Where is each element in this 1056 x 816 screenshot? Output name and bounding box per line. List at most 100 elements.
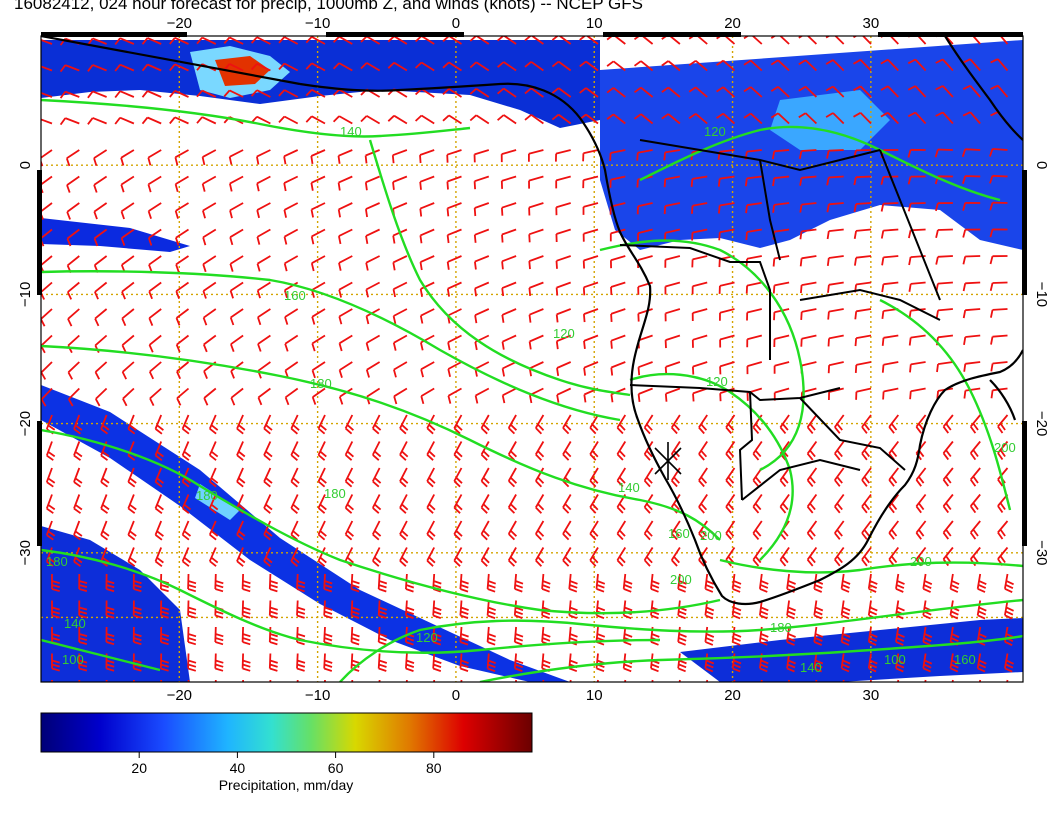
wind-barb <box>332 36 353 45</box>
wind-barb <box>120 149 135 166</box>
wind-barb <box>589 441 599 461</box>
wind-barb <box>528 149 544 162</box>
wind-barb <box>442 61 462 72</box>
wind-barb <box>731 600 742 620</box>
wind-barb <box>310 149 326 165</box>
wind-barb <box>181 441 192 461</box>
wind-barb <box>854 334 872 347</box>
wind-barb <box>256 228 271 245</box>
wind-barb <box>610 281 626 296</box>
wind-barb <box>230 334 244 353</box>
wind-barb <box>446 202 462 217</box>
wind-barb <box>148 334 162 353</box>
wind-barb <box>290 414 300 435</box>
wind-barb <box>208 547 219 567</box>
wind-barb <box>283 149 299 165</box>
wind-barb <box>310 228 326 245</box>
wind-barb <box>420 387 435 405</box>
wind-barb <box>241 573 251 593</box>
wind-barb <box>229 308 244 326</box>
wind-barb <box>718 228 735 241</box>
north-coast <box>41 36 301 86</box>
wind-barb <box>853 175 872 186</box>
contour-label: 180 <box>324 486 346 501</box>
lon-tick-label-top: 10 <box>586 15 603 32</box>
wind-barb <box>93 149 108 166</box>
wind-barb <box>114 116 135 125</box>
wind-barb <box>770 86 790 98</box>
wind-barb <box>867 573 878 593</box>
wind-barb <box>100 414 110 435</box>
wind-barb <box>78 600 88 619</box>
wind-barb <box>842 679 845 682</box>
contour-line <box>41 344 721 541</box>
wind-barb <box>196 36 217 45</box>
wind-barb <box>595 626 606 646</box>
wind-barb <box>154 520 164 541</box>
wind-barb <box>263 494 273 514</box>
wind-barb <box>562 520 572 541</box>
wind-barb <box>127 467 137 488</box>
wind-barb <box>236 547 246 567</box>
wind-barb <box>229 281 244 299</box>
wind-barb <box>132 600 142 619</box>
wind-barb <box>497 114 517 125</box>
wind-barb <box>806 520 818 540</box>
wind-barb <box>175 281 190 300</box>
wind-barb <box>743 112 763 125</box>
wind-barb <box>828 387 844 401</box>
contour-label: 180 <box>770 620 792 635</box>
wind-barb <box>881 361 899 373</box>
wind-barb <box>670 520 681 541</box>
wind-barb <box>290 494 300 514</box>
wind-barb <box>513 626 524 646</box>
wind-barb <box>317 520 327 541</box>
wind-barb <box>969 493 981 514</box>
wind-barb <box>907 58 927 72</box>
wind-barb <box>414 61 435 72</box>
wind-barb <box>360 62 381 72</box>
coastlines <box>41 36 1023 606</box>
station-marker <box>654 442 682 480</box>
contour-line <box>599 239 805 472</box>
wind-barb <box>772 255 790 267</box>
contour-line <box>368 139 631 397</box>
wind-barb <box>731 653 742 673</box>
wind-barb <box>962 308 981 319</box>
wind-barb <box>45 520 56 541</box>
wind-barb <box>121 281 135 300</box>
wind-barb <box>399 494 409 514</box>
wind-barb <box>365 361 381 378</box>
wind-barb <box>969 520 981 540</box>
map-frame <box>40 35 1024 683</box>
wind-barb <box>426 441 436 461</box>
wind-barb <box>942 493 954 514</box>
wind-barb <box>459 626 469 646</box>
wind-barb <box>399 414 409 435</box>
contour-label: 120 <box>553 326 575 341</box>
lat-tick-label-left: −30 <box>17 540 34 565</box>
wind-barb <box>677 626 687 646</box>
wind-barb <box>469 87 490 98</box>
wind-barb <box>854 308 872 320</box>
wind-barb <box>45 441 56 461</box>
wind-barb <box>610 334 626 349</box>
wind-barb <box>290 520 300 541</box>
axis-tick-labels: −20 −20 −10 −10 0 0 10 10 20 20 30 30 0 0 −10 −10 −20 −20… <box>17 15 1050 704</box>
wind-barb <box>365 334 381 351</box>
wind-barb <box>915 467 927 487</box>
wind-barb <box>73 414 83 435</box>
wind-barb <box>446 255 462 270</box>
wind-barb <box>296 653 306 672</box>
wind-barb <box>399 441 409 461</box>
wind-barb <box>486 653 497 673</box>
wind-barb <box>691 202 708 214</box>
wind-barb <box>595 653 606 673</box>
wind-barb <box>263 520 273 541</box>
wind-barb <box>45 494 56 514</box>
wind-barb <box>148 308 162 326</box>
wind-barb <box>744 175 762 187</box>
wind-barb <box>704 653 715 673</box>
wind-barb <box>100 520 110 541</box>
